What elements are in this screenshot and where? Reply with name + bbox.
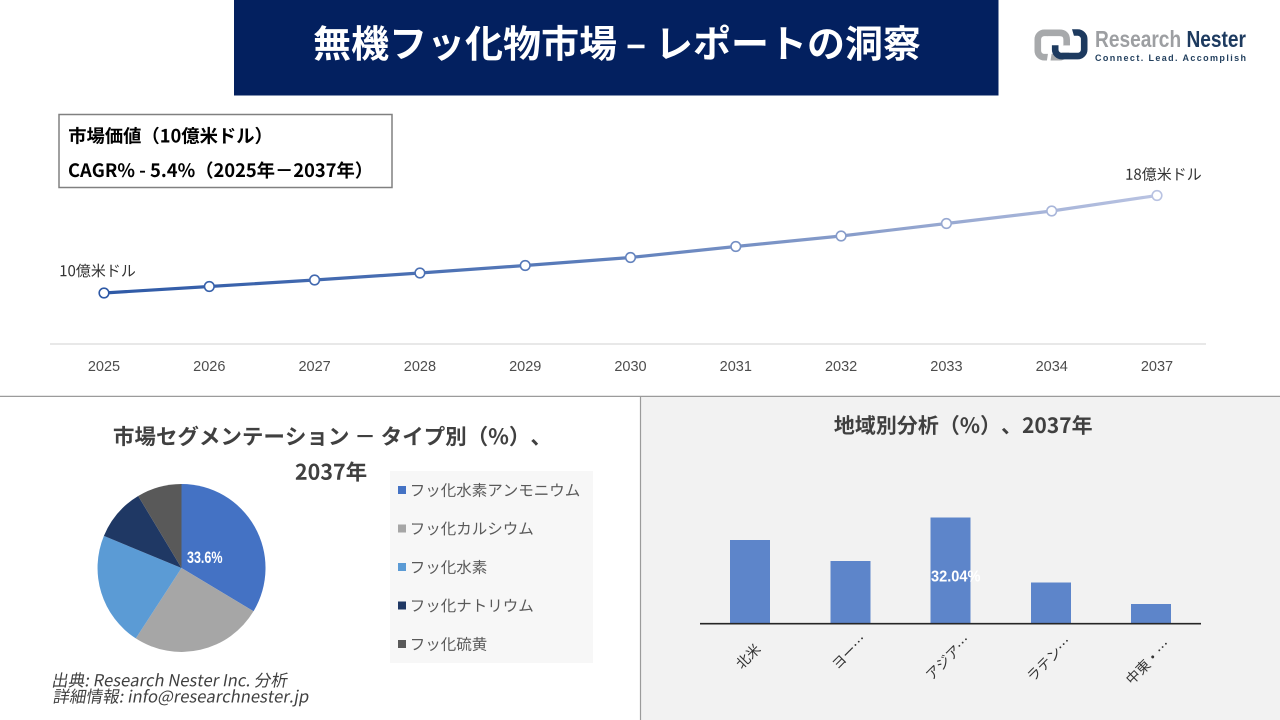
- svg-text:2034: 2034: [1036, 359, 1068, 375]
- svg-text:2037: 2037: [1141, 359, 1173, 375]
- svg-text:Connect. Lead. Accomplish: Connect. Lead. Accomplish: [1095, 53, 1246, 63]
- svg-text:2033: 2033: [930, 359, 962, 375]
- svg-text:2027: 2027: [298, 359, 330, 375]
- svg-text:2028: 2028: [404, 359, 436, 375]
- svg-text:Research Nester: Research Nester: [1095, 26, 1246, 52]
- svg-text:2026: 2026: [193, 359, 225, 375]
- svg-text:33.6%: 33.6%: [187, 549, 223, 567]
- svg-text:2029: 2029: [509, 359, 541, 375]
- svg-text:2032: 2032: [825, 359, 857, 375]
- svg-text:2025: 2025: [88, 359, 120, 375]
- svg-text:2031: 2031: [720, 359, 752, 375]
- svg-text:2030: 2030: [614, 359, 646, 375]
- svg-text:32.04%: 32.04%: [931, 569, 981, 586]
